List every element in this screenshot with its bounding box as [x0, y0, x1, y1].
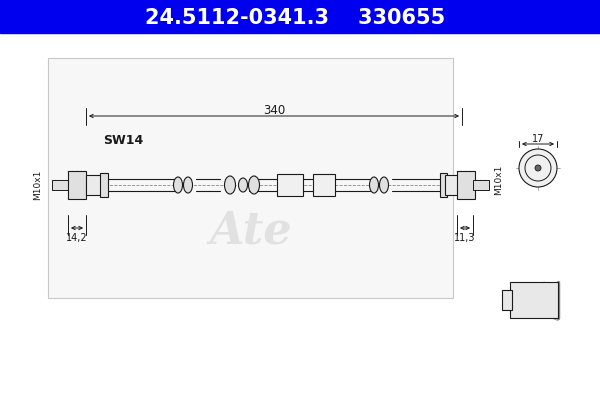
Circle shape	[535, 165, 541, 171]
Ellipse shape	[380, 177, 389, 193]
Bar	[445, 175, 459, 195]
Ellipse shape	[370, 177, 379, 193]
Text: 11,3: 11,3	[454, 233, 476, 243]
Bar	[473, 180, 489, 190]
Bar	[68, 171, 86, 199]
Circle shape	[519, 149, 557, 187]
Text: 340: 340	[263, 104, 285, 118]
Circle shape	[525, 155, 551, 181]
Bar	[52, 180, 70, 190]
Ellipse shape	[248, 176, 260, 194]
Bar	[86, 175, 102, 195]
Text: SW14: SW14	[103, 134, 143, 146]
Text: 24.5112-0341.3    330655: 24.5112-0341.3 330655	[145, 8, 445, 28]
Bar	[277, 174, 303, 196]
Bar	[457, 171, 475, 199]
Bar	[48, 58, 453, 298]
Ellipse shape	[224, 176, 235, 194]
Text: M10x1: M10x1	[494, 165, 503, 195]
Bar	[510, 282, 558, 318]
Bar	[100, 173, 108, 197]
Text: M10x1: M10x1	[34, 170, 43, 200]
Bar	[313, 174, 335, 196]
Ellipse shape	[173, 177, 182, 193]
Text: 17: 17	[532, 134, 544, 144]
Bar	[0, 0, 600, 33]
Text: Ate: Ate	[209, 209, 292, 252]
Bar	[502, 290, 512, 310]
Ellipse shape	[239, 178, 248, 192]
Text: 14,2: 14,2	[66, 233, 88, 243]
Ellipse shape	[184, 177, 193, 193]
Bar	[440, 173, 447, 197]
